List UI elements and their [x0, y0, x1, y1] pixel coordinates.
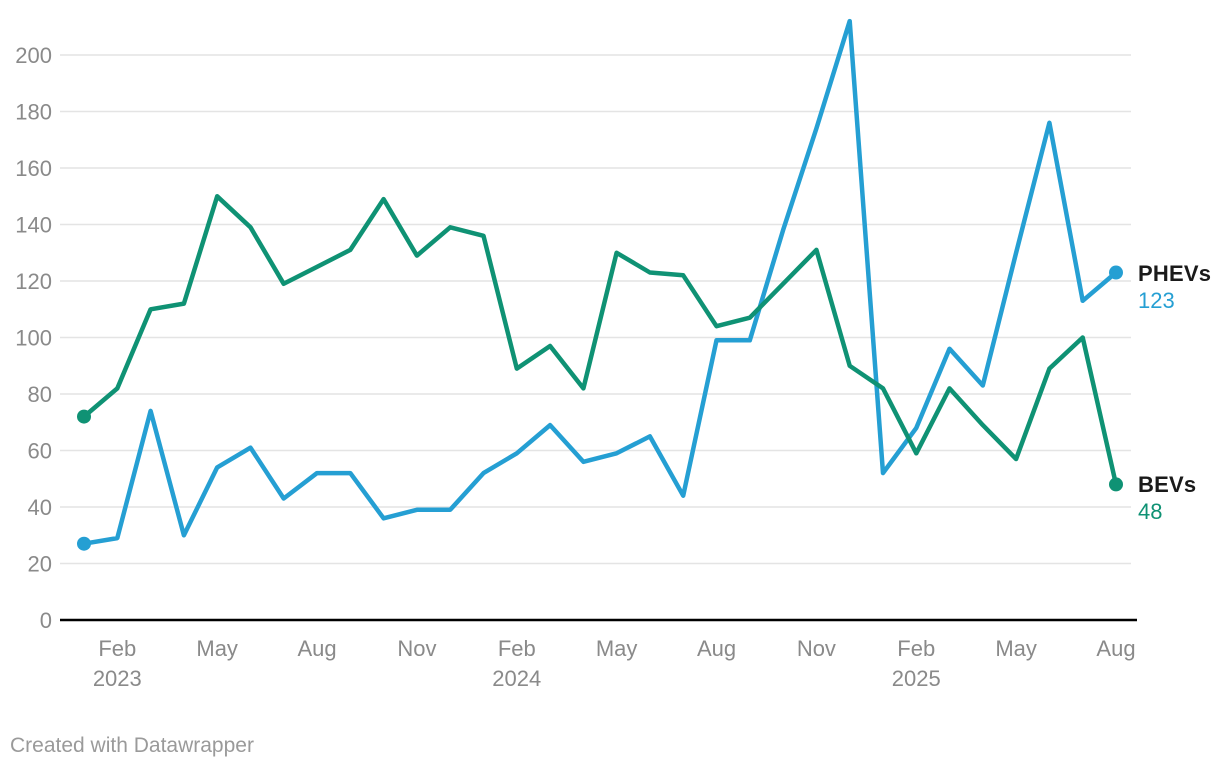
- series-start-dot-phevs: [77, 536, 91, 551]
- series-name-bevs: BEVs: [1138, 472, 1197, 498]
- series-end-dot-bevs: [1109, 477, 1123, 492]
- y-tick-label: 80: [28, 382, 52, 407]
- x-tick-label: Nov: [797, 636, 836, 661]
- series-end-label-phevs: PHEVs: [1138, 260, 1212, 286]
- x-tick-year-label: 2023: [93, 666, 142, 691]
- x-tick-label: Aug: [697, 636, 736, 661]
- series-line-phevs: [81, 18, 1119, 546]
- datawrapper-credit: Created with Datawrapper: [10, 734, 254, 757]
- series-end-value-phevs: 123: [1138, 287, 1175, 313]
- y-tick-label: 60: [28, 439, 52, 464]
- x-tick-label: May: [995, 636, 1037, 661]
- y-tick-label: 20: [28, 552, 52, 577]
- y-tick-label: 0: [40, 608, 52, 633]
- x-tick-label: May: [196, 636, 238, 661]
- series-end-label-bevs: BEVs: [1138, 474, 1196, 496]
- series-value-bevs: 48: [1138, 499, 1163, 525]
- y-tick-label: 120: [15, 269, 52, 294]
- x-tick-label: Feb: [498, 636, 536, 661]
- series-name-phevs: PHEVs: [1138, 260, 1212, 286]
- x-tick-label: Aug: [297, 636, 336, 661]
- x-tick-label: Feb: [897, 636, 935, 661]
- x-tick-label: Aug: [1096, 636, 1135, 661]
- x-tick-year-label: 2024: [492, 666, 541, 691]
- y-tick-label: 160: [15, 156, 52, 181]
- series-line-bevs: [81, 194, 1119, 487]
- x-tick-label: Nov: [397, 636, 436, 661]
- x-tick-label: May: [596, 636, 638, 661]
- y-tick-label: 100: [15, 326, 52, 351]
- series-value-phevs: 123: [1138, 287, 1175, 313]
- y-tick-label: 140: [15, 213, 52, 238]
- y-tick-label: 40: [28, 495, 52, 520]
- series-start-dot-bevs: [77, 409, 91, 424]
- x-tick-label: Feb: [98, 636, 136, 661]
- series-end-dot-phevs: [1109, 265, 1123, 280]
- y-tick-label: 180: [15, 100, 52, 125]
- series-end-value-bevs: 48: [1138, 501, 1162, 523]
- y-tick-label: 200: [15, 43, 52, 68]
- x-tick-year-label: 2025: [892, 666, 941, 691]
